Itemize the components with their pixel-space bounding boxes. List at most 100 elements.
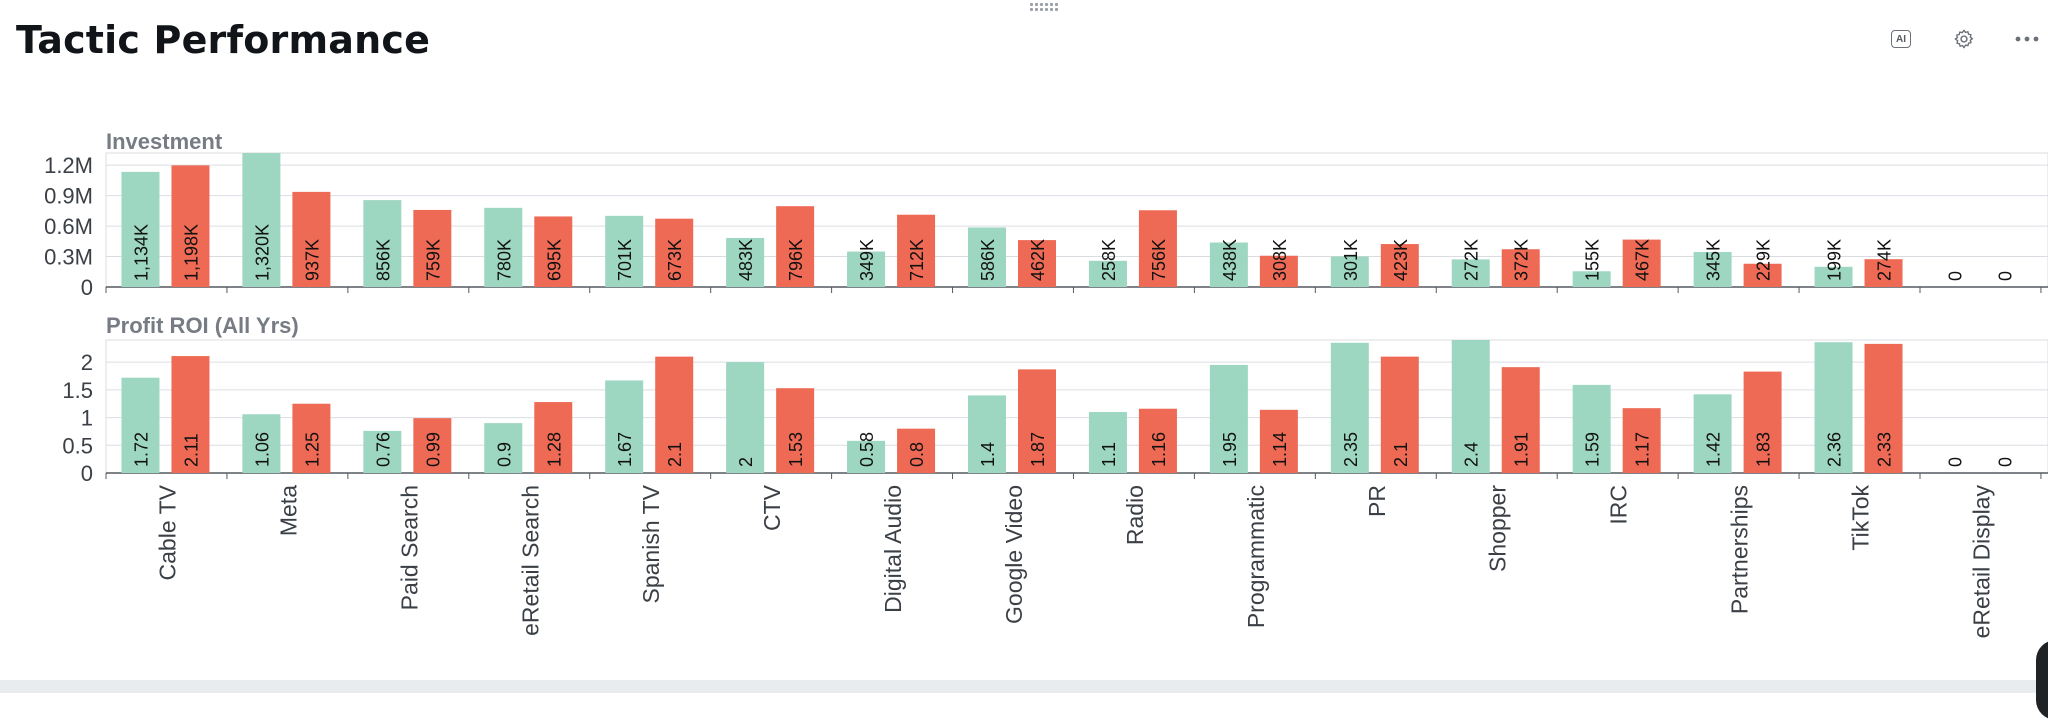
y-tick-label: 0.3M xyxy=(44,245,93,270)
bar xyxy=(413,209,452,287)
bar xyxy=(1451,340,1490,473)
bar xyxy=(1380,244,1419,287)
data-label: 1.1 xyxy=(1099,442,1119,467)
data-label: 301K xyxy=(1341,239,1361,281)
data-label: 2.35 xyxy=(1341,432,1361,467)
y-tick-label: 1 xyxy=(81,406,93,431)
data-label: 2.1 xyxy=(1391,442,1411,467)
bar xyxy=(171,165,210,287)
bar xyxy=(1018,240,1056,287)
gear-icon xyxy=(1954,29,1974,49)
bar xyxy=(1451,259,1490,287)
bar xyxy=(968,395,1006,473)
bar xyxy=(1572,271,1611,287)
data-label: 467K xyxy=(1633,239,1653,281)
bar xyxy=(726,362,765,473)
data-label: 0 xyxy=(1995,271,2015,281)
data-label: 274K xyxy=(1875,239,1895,281)
bar xyxy=(1693,394,1732,473)
category-label: eRetail Search xyxy=(517,485,543,636)
bar xyxy=(121,171,160,287)
category-label: TikTok xyxy=(1848,485,1874,551)
y-tick-label: 0.9M xyxy=(44,184,93,209)
data-label: 937K xyxy=(302,239,322,281)
settings-button[interactable] xyxy=(1947,24,1981,54)
data-label: 586K xyxy=(978,239,998,281)
chat-widget-button[interactable] xyxy=(2036,640,2048,720)
data-label: 2.11 xyxy=(181,433,201,467)
data-label: 796K xyxy=(786,239,806,281)
bar xyxy=(1138,210,1177,287)
bar xyxy=(1209,242,1248,287)
bar xyxy=(605,215,644,287)
bar xyxy=(534,402,573,473)
bar xyxy=(1330,342,1369,473)
bar xyxy=(605,380,644,473)
bar xyxy=(1138,408,1177,473)
data-label: 780K xyxy=(494,239,514,281)
bar xyxy=(726,237,765,287)
bar xyxy=(292,403,331,473)
data-label: 483K xyxy=(736,239,756,281)
category-label: IRC xyxy=(1606,485,1632,525)
data-label: 1.87 xyxy=(1028,432,1048,467)
data-label: 345K xyxy=(1704,239,1724,281)
data-label: 349K xyxy=(857,239,877,281)
data-label: 0.58 xyxy=(857,432,877,467)
data-label: 2.4 xyxy=(1462,442,1482,467)
bar xyxy=(1501,249,1540,287)
data-label: 1,134K xyxy=(131,224,151,281)
category-label: Digital Audio xyxy=(880,485,906,613)
data-label: 1.4 xyxy=(978,442,998,467)
data-label: 1.16 xyxy=(1149,432,1169,467)
data-label: 0.99 xyxy=(423,432,443,467)
data-label: 856K xyxy=(373,239,393,281)
data-label: 258K xyxy=(1099,239,1119,281)
bar xyxy=(1088,412,1127,473)
data-label: 438K xyxy=(1220,239,1240,281)
category-label: Shopper xyxy=(1485,485,1511,572)
category-label: CTV xyxy=(759,484,785,531)
bar xyxy=(1018,369,1056,473)
bar xyxy=(171,356,210,473)
page-title: Tactic Performance xyxy=(16,18,431,62)
data-label: 0.8 xyxy=(907,442,927,467)
more-horizontal-icon xyxy=(2015,36,2039,42)
y-tick-label: 2 xyxy=(81,350,93,375)
data-label: 372K xyxy=(1512,239,1532,281)
ai-button[interactable]: AI xyxy=(1884,24,1918,54)
bar xyxy=(897,214,936,287)
bar xyxy=(1330,256,1369,287)
bar xyxy=(121,377,160,473)
bar xyxy=(1864,259,1903,287)
data-label: 1.95 xyxy=(1220,432,1240,467)
category-label: Cable TV xyxy=(154,484,180,580)
tactic-performance-chart: 0 0.3M 0.6M 0.9M 1.2M Investment 1,134K 1,320K 8… xyxy=(44,129,2048,638)
y-tick-label: 0.6M xyxy=(44,214,93,239)
data-label: 0.9 xyxy=(494,442,514,467)
data-label: 229K xyxy=(1754,239,1774,281)
bar xyxy=(242,414,281,473)
category-label: Spanish TV xyxy=(638,484,664,603)
data-label: 2.36 xyxy=(1825,432,1845,467)
bar xyxy=(655,356,694,473)
investment-panel: 0 0.3M 0.6M 0.9M 1.2M Investment 1,134K 1,320K 8… xyxy=(44,129,2048,300)
bar xyxy=(1572,384,1611,473)
bar xyxy=(847,251,886,287)
data-label: 2 xyxy=(736,457,756,467)
bar xyxy=(1209,364,1248,473)
data-label: 695K xyxy=(544,239,564,281)
drag-handle-icon[interactable] xyxy=(1030,3,1066,15)
bar xyxy=(1693,251,1732,287)
data-label: 0 xyxy=(1945,271,1965,281)
data-label: 272K xyxy=(1462,239,1482,281)
y-tick-label: 0 xyxy=(81,275,93,300)
data-label: 1.72 xyxy=(131,432,151,467)
bar xyxy=(1814,342,1853,473)
bar xyxy=(1814,266,1853,287)
category-label: PR xyxy=(1364,485,1390,517)
more-button[interactable] xyxy=(2010,24,2044,54)
bar xyxy=(484,207,523,287)
data-label: 0 xyxy=(1995,457,2015,467)
data-label: 0.76 xyxy=(373,432,393,467)
